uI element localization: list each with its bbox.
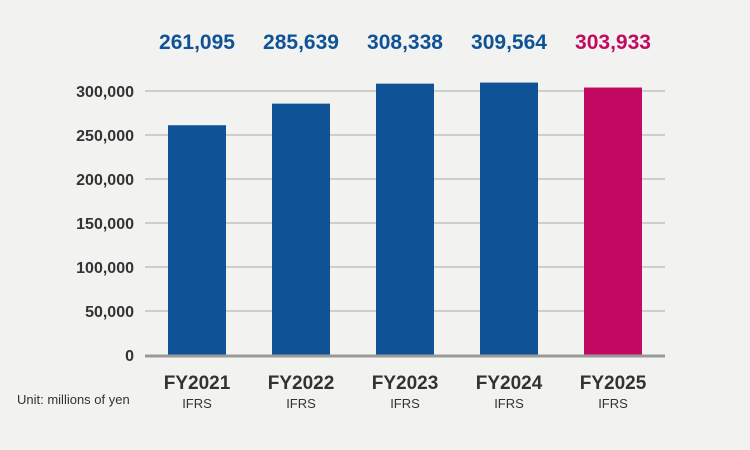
y-tick-label: 100,000 [76, 260, 134, 277]
y-tick-label: 300,000 [76, 84, 134, 101]
x-sublabel: IFRS [494, 396, 524, 411]
x-sublabel: IFRS [286, 396, 316, 411]
x-sublabel: IFRS [390, 396, 420, 411]
x-tick-label: FY2025 [580, 373, 647, 394]
bar-fy2025 [584, 87, 642, 355]
data-label: 308,338 [367, 31, 443, 54]
data-label: 303,933 [575, 31, 651, 54]
x-tick-label: FY2023 [372, 373, 439, 394]
y-tick-label: 200,000 [76, 172, 134, 189]
y-tick-label: 250,000 [76, 128, 134, 145]
unit-label: Unit: millions of yen [17, 392, 130, 407]
y-tick-label: 50,000 [85, 304, 134, 321]
data-label: 261,095 [159, 31, 235, 54]
x-tick-label: FY2022 [268, 373, 335, 394]
data-label: 309,564 [471, 31, 547, 54]
x-tick-label: FY2021 [164, 373, 231, 394]
data-label: 285,639 [263, 31, 339, 54]
y-tick-label: 150,000 [76, 216, 134, 233]
x-sublabel: IFRS [598, 396, 628, 411]
bar-fy2021 [168, 125, 226, 356]
bar-fy2024 [480, 82, 538, 355]
y-tick-label: 0 [125, 348, 134, 365]
bar-fy2022 [272, 103, 330, 355]
bar-fy2023 [376, 83, 434, 355]
x-tick-label: FY2024 [476, 373, 543, 394]
x-sublabel: IFRS [182, 396, 212, 411]
